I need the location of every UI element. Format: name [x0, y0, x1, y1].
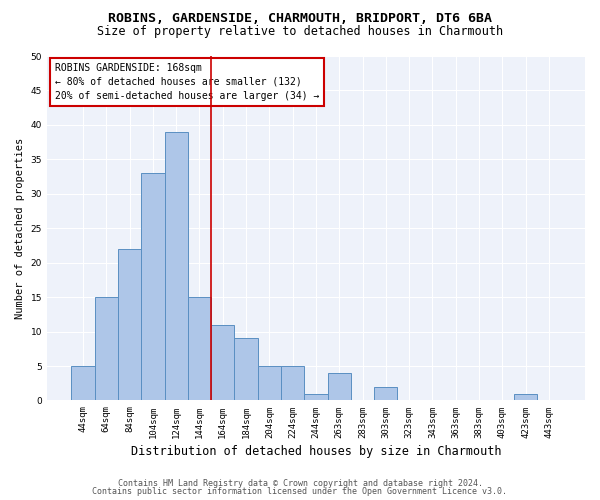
X-axis label: Distribution of detached houses by size in Charmouth: Distribution of detached houses by size …	[131, 444, 501, 458]
Text: Size of property relative to detached houses in Charmouth: Size of property relative to detached ho…	[97, 25, 503, 38]
Bar	[235, 338, 258, 400]
Bar	[258, 366, 281, 400]
Bar	[95, 297, 118, 401]
Bar	[71, 366, 95, 400]
Bar	[118, 249, 141, 400]
Text: ROBINS, GARDENSIDE, CHARMOUTH, BRIDPORT, DT6 6BA: ROBINS, GARDENSIDE, CHARMOUTH, BRIDPORT,…	[108, 12, 492, 26]
Bar	[374, 386, 397, 400]
Text: Contains HM Land Registry data © Crown copyright and database right 2024.: Contains HM Land Registry data © Crown c…	[118, 478, 482, 488]
Y-axis label: Number of detached properties: Number of detached properties	[15, 138, 25, 319]
Bar	[211, 324, 235, 400]
Text: ROBINS GARDENSIDE: 168sqm
← 80% of detached houses are smaller (132)
20% of semi: ROBINS GARDENSIDE: 168sqm ← 80% of detac…	[55, 63, 319, 101]
Text: Contains public sector information licensed under the Open Government Licence v3: Contains public sector information licen…	[92, 487, 508, 496]
Bar	[514, 394, 537, 400]
Bar	[188, 297, 211, 401]
Bar	[328, 373, 351, 400]
Bar	[141, 173, 164, 400]
Bar	[164, 132, 188, 400]
Bar	[304, 394, 328, 400]
Bar	[281, 366, 304, 400]
